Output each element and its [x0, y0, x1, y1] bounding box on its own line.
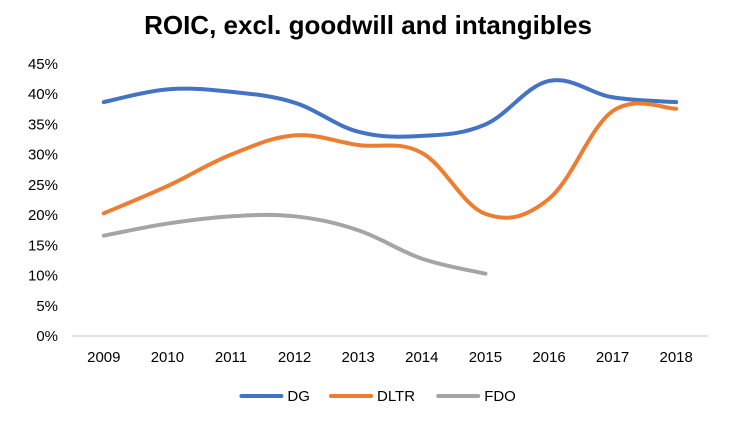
- y-tick-label: 35%: [28, 116, 58, 133]
- y-axis: 0% 5% 10% 15% 20% 25% 30% 35% 40% 45%: [28, 56, 58, 345]
- legend-item-dg: DG: [239, 388, 310, 405]
- x-tick-label: 2010: [151, 349, 184, 366]
- legend-label: DLTR: [377, 388, 415, 405]
- y-tick-label: 15%: [28, 237, 58, 254]
- series-line-fdo: [101, 212, 488, 276]
- chart-title: ROIC, excl. goodwill and intangibles: [144, 10, 592, 40]
- x-tick-label: 2013: [342, 349, 375, 366]
- legend-item-fdo: FDO: [436, 388, 516, 405]
- x-tick-label: 2018: [660, 349, 693, 366]
- x-tick-label: 2011: [215, 349, 247, 366]
- y-tick-label: 40%: [28, 86, 58, 103]
- y-tick-label: 20%: [28, 207, 58, 224]
- y-tick-label: 0%: [36, 328, 58, 345]
- legend-item-dltr: DLTR: [329, 388, 415, 405]
- x-axis: 2009 2010 2011 2012 2013 2014 2015 2016 2017 2018: [87, 349, 693, 366]
- series-line-dltr: [101, 101, 679, 220]
- x-tick-label: 2015: [469, 349, 502, 366]
- y-tick-label: 10%: [28, 268, 58, 285]
- x-tick-label: 2009: [87, 349, 120, 366]
- y-tick-label: 5%: [36, 298, 58, 315]
- y-tick-label: 25%: [28, 177, 58, 194]
- legend-label: DG: [287, 388, 310, 405]
- legend: DG DLTR FDO: [239, 388, 516, 405]
- y-tick-label: 45%: [28, 56, 58, 73]
- y-tick-label: 30%: [28, 147, 58, 164]
- x-tick-label: 2012: [278, 349, 311, 366]
- series-lines: [101, 78, 679, 276]
- legend-label: FDO: [484, 388, 516, 405]
- x-tick-label: 2014: [405, 349, 438, 366]
- x-tick-label: 2016: [532, 349, 565, 366]
- x-tick-label: 2017: [596, 349, 629, 366]
- series-line-dg: [101, 78, 679, 139]
